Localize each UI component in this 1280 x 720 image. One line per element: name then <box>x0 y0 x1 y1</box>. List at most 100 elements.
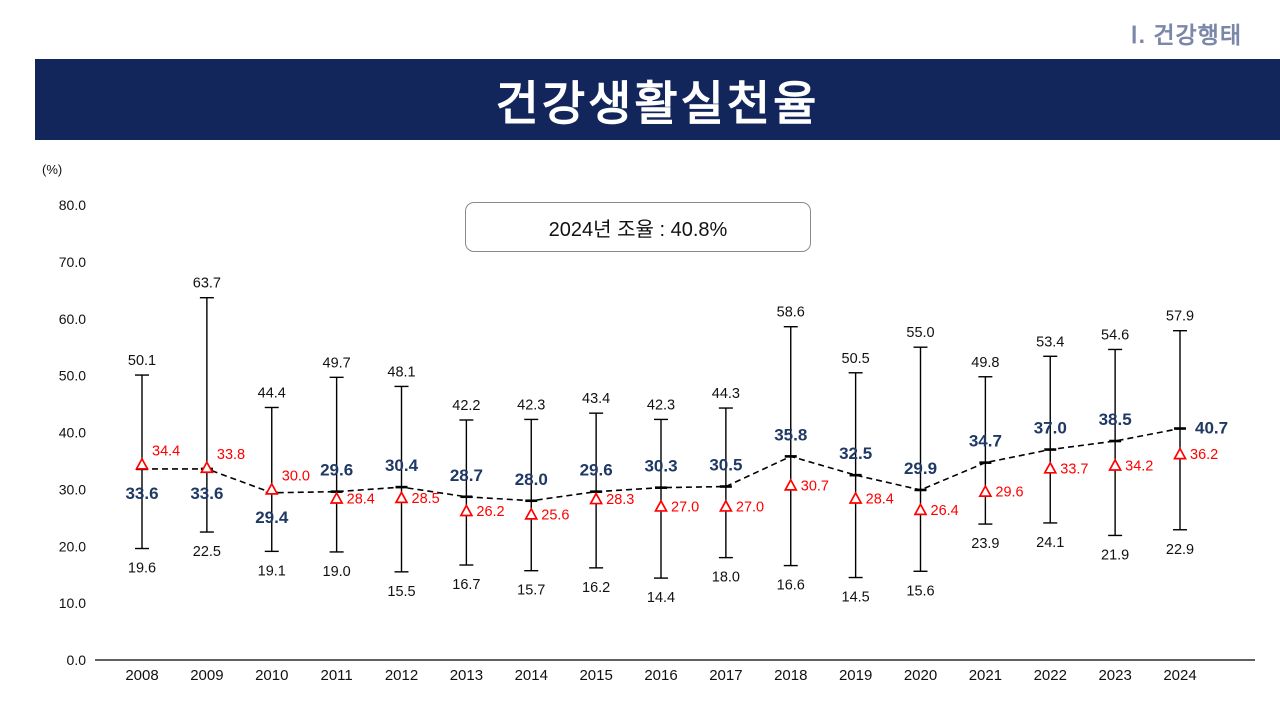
line-value-label: 33.6 <box>125 484 158 503</box>
high-value-label: 44.4 <box>258 385 286 401</box>
x-axis-label: 2014 <box>515 667 548 684</box>
low-value-label: 23.9 <box>971 536 999 552</box>
high-value-label: 50.5 <box>842 351 870 367</box>
x-axis-label: 2023 <box>1098 667 1131 684</box>
x-axis-label: 2024 <box>1163 667 1196 684</box>
annotation-box: 2024년 조율 : 40.8% <box>465 202 811 252</box>
x-axis-label: 2022 <box>1034 667 1067 684</box>
triangle-value-label: 28.3 <box>606 492 634 508</box>
triangle-marker-icon <box>848 491 863 504</box>
triangle-marker-icon <box>1173 446 1187 460</box>
line-value-label: 29.4 <box>255 508 289 527</box>
title-banner: 건강생활실천율 <box>35 59 1280 140</box>
y-tick-label: 10.0 <box>59 595 86 611</box>
y-tick-label: 50.0 <box>59 368 86 384</box>
low-value-label: 14.5 <box>842 590 870 606</box>
line-value-label: 33.6 <box>190 484 223 503</box>
line-value-label: 28.0 <box>515 470 548 489</box>
x-axis-label: 2017 <box>709 667 742 684</box>
x-axis-label: 2020 <box>904 667 937 684</box>
triangle-value-label: 25.6 <box>541 507 569 523</box>
triangle-marker-icon <box>394 490 409 504</box>
triangle-value-label: 26.4 <box>931 503 959 519</box>
high-value-label: 53.4 <box>1036 334 1064 350</box>
x-axis-label: 2011 <box>320 667 352 684</box>
line-value-label: 30.5 <box>709 456 742 475</box>
page-title: 건강생활실천율 <box>495 77 820 130</box>
low-value-label: 19.6 <box>128 561 156 577</box>
triangle-value-label: 27.0 <box>671 499 699 515</box>
triangle-value-label: 28.5 <box>412 491 440 507</box>
triangle-marker-icon <box>199 460 214 474</box>
triangle-marker-icon <box>1108 458 1123 471</box>
triangle-marker-icon <box>718 499 733 512</box>
triangle-marker-icon <box>978 484 993 497</box>
high-value-label: 63.7 <box>193 276 221 292</box>
line-value-label: 38.5 <box>1099 410 1132 429</box>
y-tick-label: 70.0 <box>59 254 86 270</box>
triangle-value-label: 28.4 <box>347 491 375 507</box>
x-axis-label: 2016 <box>644 667 677 684</box>
triangle-value-label: 30.7 <box>801 478 829 494</box>
annotation-text: 2024년 조율 : 40.8% <box>548 218 728 241</box>
triangle-marker-icon <box>524 507 539 520</box>
line-value-label: 30.3 <box>644 457 677 476</box>
x-axis-label: 2009 <box>190 667 223 684</box>
low-value-label: 16.7 <box>452 577 480 593</box>
line-value-label: 29.6 <box>320 461 353 480</box>
y-tick-label: 80.0 <box>59 197 86 213</box>
low-value-label: 18.0 <box>712 570 740 586</box>
line-value-label: 30.4 <box>385 456 419 475</box>
x-axis-label: 2018 <box>774 667 807 684</box>
high-value-label: 44.3 <box>712 386 740 402</box>
high-value-label: 42.3 <box>517 397 545 413</box>
triangle-value-label: 26.2 <box>476 504 504 520</box>
low-value-label: 16.2 <box>582 580 610 596</box>
y-tick-label: 60.0 <box>59 311 86 327</box>
low-value-label: 19.1 <box>258 563 286 579</box>
triangle-value-label: 29.6 <box>995 485 1023 501</box>
triangle-value-label: 28.4 <box>866 491 894 507</box>
y-tick-label: 30.0 <box>59 481 86 497</box>
line-value-label: 29.6 <box>580 461 613 480</box>
high-value-label: 50.1 <box>128 353 156 369</box>
line-value-label: 34.7 <box>969 432 1002 451</box>
high-value-label: 42.3 <box>647 397 675 413</box>
triangle-marker-icon <box>913 502 928 516</box>
line-value-label: 40.7 <box>1195 419 1228 438</box>
section-label: Ⅰ. 건강행태 <box>1130 22 1242 48</box>
y-tick-label: 20.0 <box>59 538 86 554</box>
y-axis-unit-label: (%) <box>42 162 63 177</box>
high-value-label: 58.6 <box>777 305 805 321</box>
triangle-value-label: 33.8 <box>217 447 245 463</box>
triangle-marker-icon <box>329 491 344 504</box>
low-value-label: 14.4 <box>647 590 675 606</box>
low-value-label: 19.0 <box>323 564 351 580</box>
x-axis-label: 2013 <box>450 667 483 684</box>
triangle-marker-icon <box>783 478 798 491</box>
line-value-label: 32.5 <box>839 444 872 463</box>
triangle-marker-icon <box>264 482 279 495</box>
low-value-label: 15.5 <box>387 584 415 600</box>
low-value-label: 24.1 <box>1036 535 1064 551</box>
triangle-value-label: 34.4 <box>152 443 180 459</box>
x-axis-label: 2019 <box>839 667 872 684</box>
triangle-marker-icon <box>1043 461 1058 474</box>
triangle-value-label: 34.2 <box>1125 458 1153 474</box>
low-value-label: 15.6 <box>906 583 934 599</box>
triangle-marker-icon <box>459 503 474 517</box>
triangle-marker-icon <box>589 491 604 505</box>
chart-canvas: 0.0 10.0 20.0 30.0 40.0 50.0 60.0 70.0 80.0 50.1 1… <box>59 197 1255 684</box>
high-value-label: 54.6 <box>1101 327 1129 343</box>
low-value-label: 22.5 <box>193 544 221 560</box>
low-value-label: 21.9 <box>1101 547 1129 563</box>
high-value-label: 48.1 <box>387 364 415 380</box>
triangle-marker-icon <box>654 499 668 512</box>
triangle-value-label: 36.2 <box>1190 447 1218 463</box>
y-tick-label: 40.0 <box>59 425 86 441</box>
triangle-marker-icon <box>135 457 149 470</box>
high-value-label: 57.9 <box>1166 309 1194 325</box>
line-value-label: 29.9 <box>904 459 937 478</box>
line-value-label: 37.0 <box>1034 419 1067 438</box>
